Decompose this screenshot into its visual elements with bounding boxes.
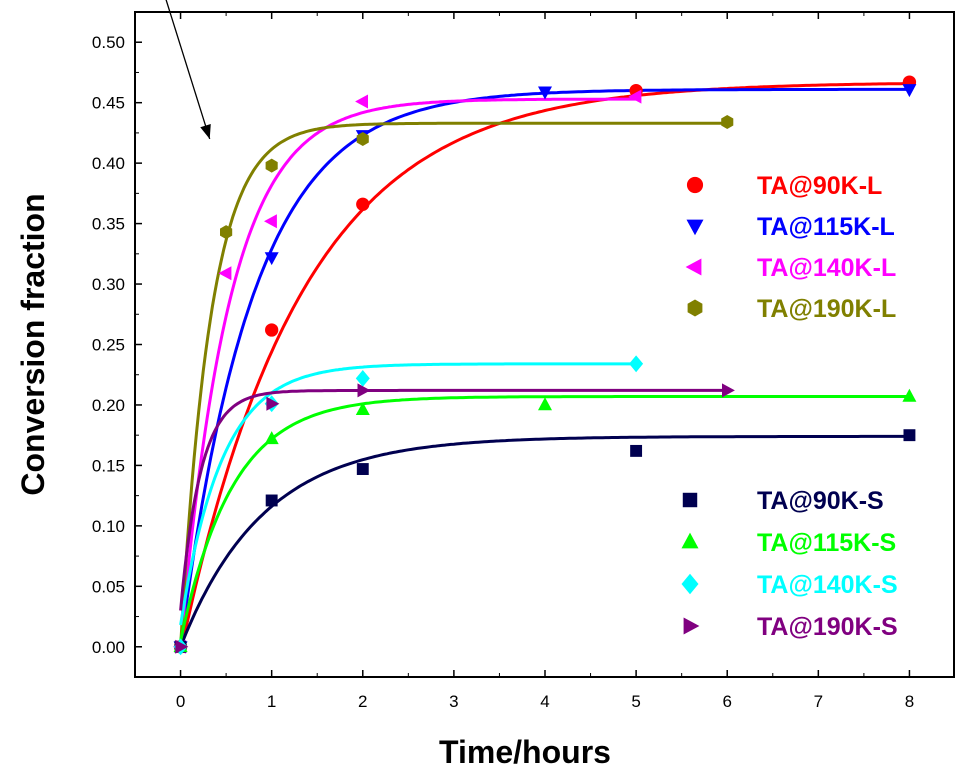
point-ta-190k-s [266, 396, 280, 411]
legend-upper-right: TA@90K-L TA@115K-L TA@140K-L TA@190K-L [685, 172, 896, 323]
point-ta-90k-s [903, 429, 916, 442]
point-ta-190k-s [175, 639, 189, 654]
legend-label-ta-115k-s: TA@115K-S [757, 529, 896, 557]
point-ta-90k-s [630, 444, 643, 457]
fit-curve-ta-90k-l [179, 82, 910, 654]
legend-label-ta-140k-l: TA@140K-L [757, 254, 896, 282]
y-tick-label: 0.35 [92, 215, 125, 234]
y-tick-label: 0.15 [92, 456, 125, 475]
point-ta-190k-l [220, 225, 233, 240]
legend-marker-ta-190k-s [683, 617, 700, 635]
y-tick-label: 0.05 [92, 577, 125, 596]
fit-curve-ta-90k-s [179, 434, 910, 648]
point-ta-90k-l [356, 197, 370, 211]
y-tick-label: 0.40 [92, 154, 125, 173]
legend-marker-ta-140k-l [685, 258, 702, 276]
legend-marker-ta-115k-s [681, 532, 699, 549]
point-ta-90k-l [265, 323, 279, 337]
y-tick-label: 0.50 [92, 33, 125, 52]
point-ta-90k-s [356, 463, 369, 475]
x-tick-label: 7 [814, 692, 823, 711]
x-tick-label: 6 [722, 692, 731, 711]
legend-label-ta-115k-l: TA@115K-L [757, 213, 895, 241]
point-ta-190k-s [357, 383, 371, 398]
annotation-arrow-head [200, 123, 211, 139]
point-ta-140k-s [355, 370, 370, 387]
point-ta-140k-l [628, 89, 642, 104]
x-tick-label: 1 [267, 692, 276, 711]
point-ta-190k-l [265, 158, 278, 173]
point-ta-140k-l [218, 266, 232, 281]
legend-label-ta-190k-s: TA@190K-S [757, 613, 898, 641]
x-tick-label: 2 [358, 692, 367, 711]
legend-marker-ta-190k-l [687, 299, 703, 317]
x-tick-label: 3 [449, 692, 458, 711]
axes: 0 1 2 3 4 5 6 7 8 0.00 0.05 0.10 0.15 0.20 0.25 0.30 0.3… [92, 12, 914, 711]
x-tick-label: 5 [631, 692, 640, 711]
point-ta-115k-l [538, 86, 552, 100]
point-ta-115k-s [355, 402, 370, 415]
legend-lower-right: TA@90K-S TA@115K-S TA@140K-S TA@190K-S [681, 487, 898, 641]
point-ta-140k-l [264, 214, 277, 229]
point-ta-140k-l [355, 94, 368, 109]
y-axis-title: Conversion fraction [15, 193, 51, 495]
point-ta-115k-l [264, 252, 279, 266]
legend-label-ta-90k-s: TA@90K-S [757, 487, 884, 515]
y-tick-label: 0.00 [92, 638, 125, 657]
x-axis-title: Time/hours [439, 734, 611, 770]
y-tick-label: 0.45 [92, 94, 125, 113]
fit-curves [179, 82, 910, 654]
fit-curve-ta-140k-s [179, 362, 637, 626]
point-ta-90k-s [265, 494, 278, 507]
fit-curve-ta-190k-s [179, 388, 728, 611]
x-tick-label: 8 [905, 692, 914, 711]
y-tick-label: 0.30 [92, 275, 125, 294]
annotations [165, 0, 211, 140]
point-ta-115k-s [538, 397, 552, 411]
point-ta-115k-l [902, 84, 917, 98]
y-tick-label: 0.10 [92, 517, 125, 536]
legend-label-ta-190k-l: TA@190K-L [757, 295, 896, 323]
legend-marker-ta-90k-s [682, 492, 698, 508]
legends: TA@90K-LTA@115K-LTA@140K-LTA@190K-LTA@90… [681, 172, 898, 641]
y-tick-label: 0.25 [92, 336, 125, 355]
point-ta-140k-s [629, 355, 644, 373]
legend-marker-ta-140k-s [681, 573, 699, 595]
y-tick-label: 0.20 [92, 396, 125, 415]
legend-label-ta-140k-s: TA@140K-S [757, 571, 898, 599]
point-ta-190k-s [722, 383, 735, 398]
point-ta-115k-s [902, 388, 917, 402]
fit-curve-ta-115k-s [179, 395, 910, 642]
annotation-arrow-line [165, 0, 211, 140]
point-ta-190k-l [721, 115, 734, 129]
fit-curve-ta-140k-l [179, 97, 637, 647]
x-tick-label: 4 [540, 692, 549, 711]
legend-label-ta-90k-l: TA@90K-L [757, 172, 882, 200]
x-tick-label: 0 [176, 692, 185, 711]
fit-curve-ta-190k-l [179, 121, 728, 647]
point-ta-190k-l [356, 132, 369, 146]
legend-marker-ta-90k-l [686, 176, 704, 194]
point-ta-115k-s [264, 431, 279, 445]
legend-marker-ta-115k-l [686, 219, 704, 236]
data-points [172, 75, 917, 656]
